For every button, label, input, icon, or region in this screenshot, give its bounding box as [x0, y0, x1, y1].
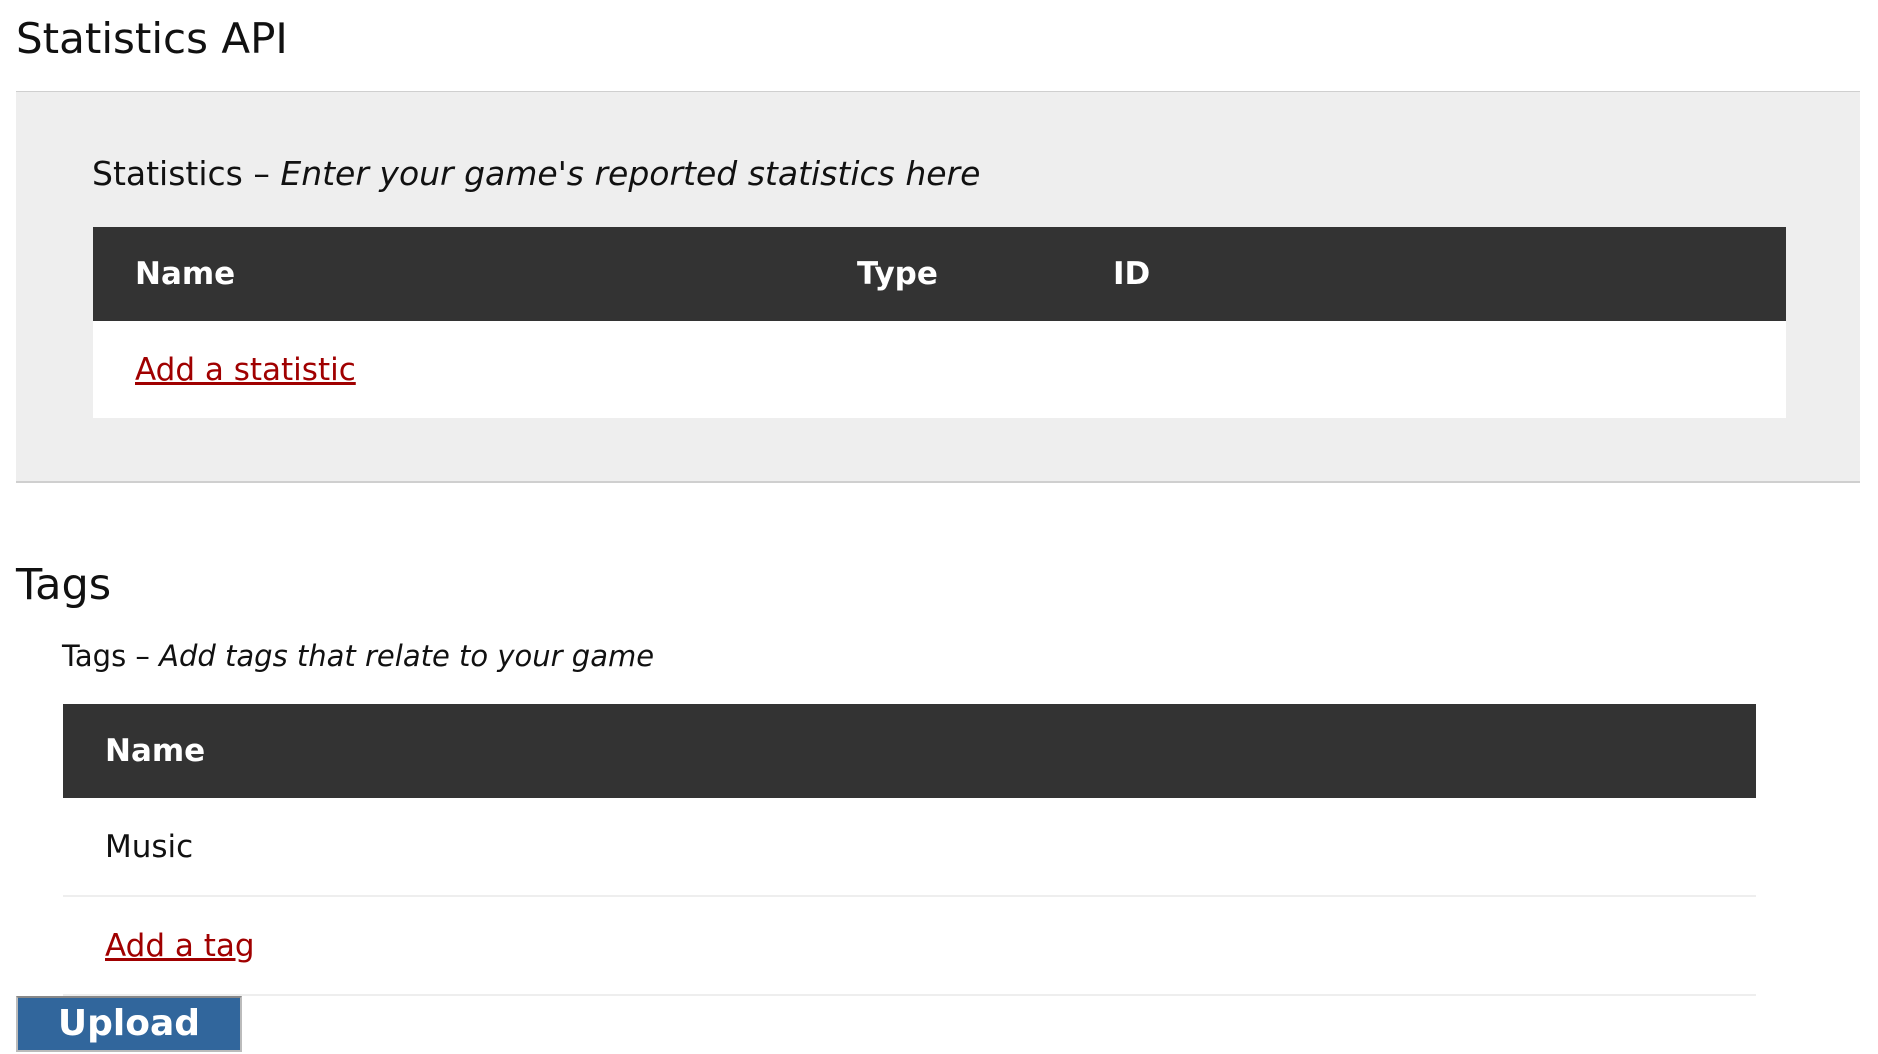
- page-title: Statistics API: [16, 14, 288, 63]
- table-header: Name Type ID: [93, 227, 1786, 321]
- tags-label: Tags: [62, 639, 127, 673]
- column-type[interactable]: Type: [815, 227, 1071, 321]
- upload-button[interactable]: Upload: [16, 996, 242, 1052]
- tags-subheading: Tags – Add tags that relate to your game: [62, 639, 654, 673]
- statistics-description: Enter your game's reported statistics he…: [280, 154, 981, 193]
- separator: –: [126, 639, 160, 673]
- statistics-heading: Statistics – Enter your game's reported …: [92, 154, 980, 193]
- separator: –: [242, 154, 281, 193]
- tag-name-cell: Music: [63, 798, 1756, 897]
- statistics-label: Statistics: [92, 154, 243, 193]
- statistics-table: Name Type ID Add a statistic: [93, 227, 1786, 418]
- table-row: Add a tag: [63, 896, 1756, 996]
- tags-table: Name Music Add a tag: [63, 704, 1756, 996]
- add-tag-link[interactable]: Add a tag: [105, 927, 255, 964]
- add-statistic-link[interactable]: Add a statistic: [135, 351, 356, 388]
- table-header: Name: [63, 704, 1756, 798]
- table-row: Add a statistic: [93, 321, 1786, 418]
- tags-description: Add tags that relate to your game: [159, 639, 655, 673]
- table-row: Music: [63, 798, 1756, 897]
- tags-heading: Tags: [16, 560, 112, 610]
- column-name[interactable]: Name: [63, 704, 1756, 798]
- column-id[interactable]: ID: [1071, 227, 1786, 321]
- column-name[interactable]: Name: [93, 227, 815, 321]
- divider: [16, 481, 1860, 483]
